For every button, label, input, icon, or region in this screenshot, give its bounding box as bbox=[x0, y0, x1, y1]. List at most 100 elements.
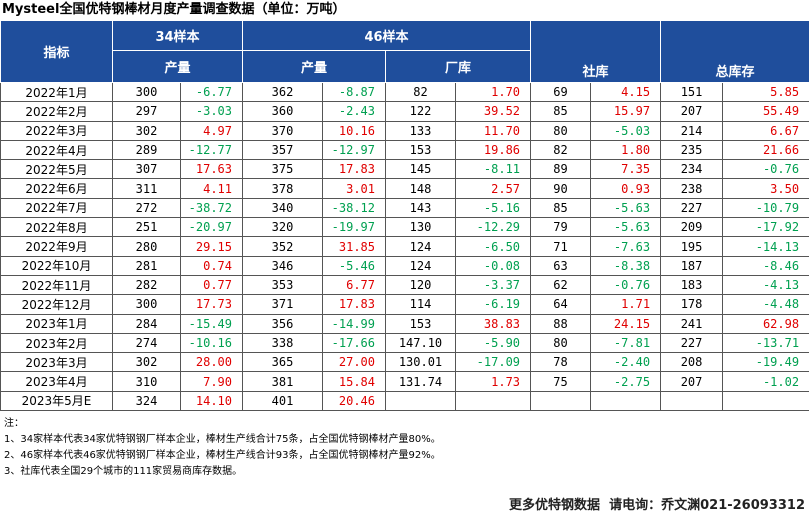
cell: 4.15 bbox=[590, 81, 662, 103]
table-row: 2023年3月 302 28.00 365 27.00 130.01 -17.09 78 -2.… bbox=[0, 352, 809, 373]
cell: 114 bbox=[385, 294, 456, 315]
row-label: 2022年5月 bbox=[0, 159, 113, 180]
cell: 14.10 bbox=[180, 390, 243, 412]
cell: 370 bbox=[242, 120, 323, 141]
empty-cell bbox=[660, 390, 724, 412]
row-label: 2022年3月 bbox=[0, 120, 113, 141]
cell: 151 bbox=[660, 81, 724, 103]
cell: -5.16 bbox=[454, 197, 532, 219]
cell: 297 bbox=[112, 101, 181, 122]
cell: 282 bbox=[112, 274, 181, 296]
row-label: 2023年3月 bbox=[0, 352, 113, 373]
cell: 143 bbox=[385, 197, 456, 219]
cell: -20.97 bbox=[180, 217, 243, 238]
cell: 353 bbox=[242, 274, 323, 296]
cell: -7.63 bbox=[590, 236, 662, 257]
cell: 0.77 bbox=[180, 274, 243, 296]
cell: -12.29 bbox=[454, 217, 532, 238]
cell: -5.63 bbox=[590, 217, 662, 238]
row-label: 2022年7月 bbox=[0, 197, 113, 219]
cell: -2.43 bbox=[322, 101, 386, 122]
title: Mysteel全国优特钢棒材月度产量调查数据（单位：万吨） bbox=[2, 2, 346, 17]
cell: 1.73 bbox=[454, 371, 532, 392]
cell: 17.63 bbox=[180, 159, 243, 180]
table-row: 2023年2月 274 -10.16 338 -17.66 147.10 -5.90 80 -7… bbox=[0, 332, 809, 354]
cell: 234 bbox=[660, 159, 724, 180]
cell: -1.02 bbox=[722, 371, 809, 392]
cell: -2.75 bbox=[590, 371, 662, 392]
cell: -0.76 bbox=[590, 274, 662, 296]
cell: -5.03 bbox=[590, 120, 662, 141]
cell: -2.40 bbox=[590, 352, 662, 373]
cell: 1.80 bbox=[590, 139, 662, 161]
table-row: 2022年11月 282 0.77 353 6.77 120 -3.37 62 -0.76 183… bbox=[0, 274, 809, 296]
footer: 更多优特钢数据 请电询：乔文渊021-26093312 bbox=[509, 498, 805, 513]
cell: 346 bbox=[242, 255, 323, 276]
cell: 62 bbox=[530, 274, 592, 296]
table-body: 2022年1月 300 -6.77 362 -8.87 82 1.70 69 4.15 151 5.… bbox=[0, 81, 809, 412]
cell: 17.83 bbox=[322, 159, 386, 180]
cell: 85 bbox=[530, 197, 592, 219]
cell: 78 bbox=[530, 352, 592, 373]
empty-cell bbox=[385, 390, 456, 412]
notes: 注： 1、34家样本代表34家优特钢钢厂样本企业，棒材生产线合计75条，占全国优特… bbox=[4, 416, 441, 480]
cell: 21.66 bbox=[722, 139, 809, 161]
cell: 362 bbox=[242, 81, 323, 103]
cell: -5.46 bbox=[322, 255, 386, 276]
cell: 6.67 bbox=[722, 120, 809, 141]
cell: 280 bbox=[112, 236, 181, 257]
cell: -15.49 bbox=[180, 313, 243, 334]
table-row: 2023年1月 284 -15.49 356 -14.99 153 38.83 88 24.15… bbox=[0, 313, 809, 334]
cell: 207 bbox=[660, 101, 724, 122]
cell: 38.83 bbox=[454, 313, 532, 334]
cell: 375 bbox=[242, 159, 323, 180]
table-row: 2023年5月E 324 14.10 401 20.46 bbox=[0, 390, 809, 412]
cell: 3.01 bbox=[322, 178, 386, 199]
row-label: 2023年2月 bbox=[0, 332, 113, 354]
cell: 62.98 bbox=[722, 313, 809, 334]
cell: 238 bbox=[660, 178, 724, 199]
header-cell: 46样本 bbox=[241, 20, 532, 51]
cell: 360 bbox=[242, 101, 323, 122]
cell: 284 bbox=[112, 313, 181, 334]
cell: 187 bbox=[660, 255, 724, 276]
cell: 207 bbox=[660, 371, 724, 392]
cell: 133 bbox=[385, 120, 456, 141]
cell: -3.37 bbox=[454, 274, 532, 296]
cell: 75 bbox=[530, 371, 592, 392]
table-row: 2022年12月 300 17.73 371 17.83 114 -6.19 64 1.71 17… bbox=[0, 294, 809, 315]
cell: 235 bbox=[660, 139, 724, 161]
cell: 130.01 bbox=[385, 352, 456, 373]
cell: -4.48 bbox=[722, 294, 809, 315]
cell: -19.49 bbox=[722, 352, 809, 373]
table-row: 2022年5月 307 17.63 375 17.83 145 -8.11 89 7.35 234… bbox=[0, 159, 809, 180]
cell: 17.73 bbox=[180, 294, 243, 315]
cell: 148 bbox=[385, 178, 456, 199]
cell: 7.35 bbox=[590, 159, 662, 180]
cell: 4.97 bbox=[180, 120, 243, 141]
header-cell: 产量 bbox=[242, 50, 386, 83]
header-cell: 34样本 bbox=[112, 20, 243, 51]
cell: 183 bbox=[660, 274, 724, 296]
cell: 209 bbox=[660, 217, 724, 238]
cell: 281 bbox=[112, 255, 181, 276]
empty-cell bbox=[530, 390, 592, 412]
row-label: 2022年11月 bbox=[0, 274, 113, 296]
cell: -10.16 bbox=[180, 332, 243, 354]
cell: 39.52 bbox=[454, 101, 532, 122]
cell: -14.13 bbox=[722, 236, 809, 257]
note-line: 注： bbox=[4, 418, 24, 429]
cell: 340 bbox=[242, 197, 323, 219]
cell: 0.93 bbox=[590, 178, 662, 199]
cell: -19.97 bbox=[322, 217, 386, 238]
row-label: 2023年5月E bbox=[0, 390, 113, 412]
cell: 55.49 bbox=[722, 101, 809, 122]
row-label: 2022年1月 bbox=[0, 81, 113, 103]
cell: 88 bbox=[530, 313, 592, 334]
cell: -8.11 bbox=[454, 159, 532, 180]
cell: -4.13 bbox=[722, 274, 809, 296]
cell: 352 bbox=[242, 236, 323, 257]
cell: 11.70 bbox=[454, 120, 532, 141]
cell: 131.74 bbox=[385, 371, 456, 392]
